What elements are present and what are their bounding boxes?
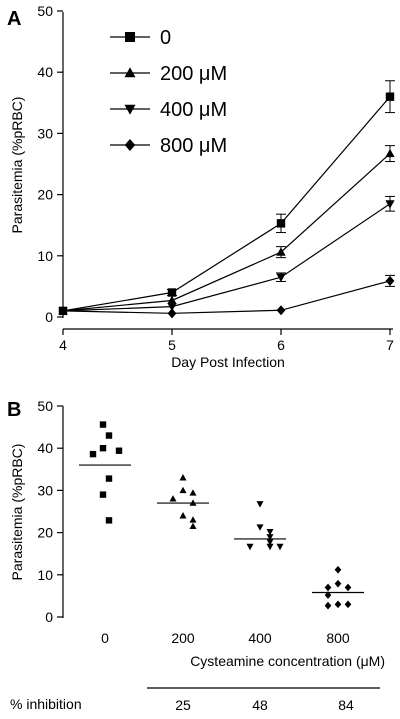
panel-b-y-tick-label: 50 xyxy=(37,398,53,414)
panel-b-point xyxy=(179,512,187,519)
panel-b-point xyxy=(115,447,123,454)
panel-b-point xyxy=(169,495,177,502)
panel-a-x-tick-label: 4 xyxy=(59,337,67,353)
panel-b: B Parasitemia (%pRBC) Cysteamine concent… xyxy=(7,398,385,713)
panel-a-legend: 0 200 μM 400 μM 800 μM xyxy=(110,27,227,157)
panel-a-x-tick-label: 7 xyxy=(386,337,394,353)
panel-b-point xyxy=(179,486,187,494)
panel-b-point xyxy=(189,499,197,506)
panel-b-point xyxy=(334,565,342,574)
panel-b-point xyxy=(99,445,107,452)
panel-b-point xyxy=(344,583,352,592)
panel-b-point xyxy=(99,421,107,428)
panel-b-point xyxy=(324,601,332,610)
panel-a-y-ticks: 0 10 20 30 40 50 xyxy=(37,3,63,325)
panel-a-y-tick-label: 10 xyxy=(37,248,53,264)
panel-b-point xyxy=(266,543,274,551)
legend-label: 200 μM xyxy=(160,63,227,85)
panel-b-point xyxy=(344,600,352,609)
panel-b-point xyxy=(266,539,274,546)
panel-b-x-tick-label: 400 xyxy=(248,630,272,646)
inhibition-value: 84 xyxy=(338,697,354,713)
legend-label: 0 xyxy=(160,27,171,49)
panel-b-point xyxy=(189,522,197,529)
panel-b-letter: B xyxy=(7,399,21,421)
panel-a-point xyxy=(276,247,286,256)
panel-b-point xyxy=(256,501,264,508)
legend-label: 400 μM xyxy=(160,99,227,121)
panel-a-point xyxy=(167,295,177,305)
panel-b-point xyxy=(99,491,107,498)
panel-a-point xyxy=(167,288,177,297)
panel-b-point xyxy=(189,516,197,523)
panel-b-point xyxy=(324,591,332,599)
panel-a-point xyxy=(58,305,68,316)
panel-a-point xyxy=(167,308,177,319)
panel-b-y-tick-label: 30 xyxy=(37,482,53,498)
panel-a-point xyxy=(276,219,286,228)
panel-a-x-tick-label: 6 xyxy=(277,337,285,353)
legend-marker xyxy=(124,139,136,151)
panel-b-inhibition-values: 25 48 84 xyxy=(175,697,354,713)
panel-b-point xyxy=(266,529,274,536)
panel-b-point xyxy=(105,475,113,482)
panel-a-y-label: Parasitemia (%pRBC) xyxy=(9,97,25,234)
panel-a-point xyxy=(385,200,395,209)
panel-a: A Parasitemia (%pRBC) Day Post Infection… xyxy=(7,3,395,370)
panel-b-y-tick-label: 40 xyxy=(37,440,53,456)
panel-b-point xyxy=(334,600,342,609)
panel-a-letter: A xyxy=(7,8,21,30)
panel-a-series xyxy=(58,80,395,319)
panel-a-point xyxy=(385,275,395,286)
panel-b-x-label: Cysteamine concentration (μM) xyxy=(190,653,385,669)
inhibition-label: % inhibition xyxy=(10,696,82,712)
legend-marker xyxy=(125,32,135,42)
panel-a-series-line xyxy=(62,153,391,312)
panel-a-series-line xyxy=(62,280,391,314)
panel-a-x-ticks: 4 5 6 7 xyxy=(59,329,394,353)
panel-b-y-ticks: 0 10 20 30 40 50 xyxy=(37,398,63,625)
panel-b-y-label: Parasitemia (%pRBC) xyxy=(9,444,25,581)
panel-b-point xyxy=(246,543,254,551)
legend-label: 800 μM xyxy=(160,135,227,157)
panel-b-x-tick-label: 800 xyxy=(326,630,350,646)
panel-b-point xyxy=(334,579,342,588)
panel-b-x-ticks: 0 200 400 800 xyxy=(101,630,350,646)
panel-b-y-tick-label: 10 xyxy=(37,567,53,583)
inhibition-value: 25 xyxy=(175,697,191,713)
panel-a-y-tick-label: 0 xyxy=(45,309,53,325)
panel-a-x-tick-label: 5 xyxy=(168,337,176,353)
panel-a-point xyxy=(276,273,286,283)
panel-a-y-tick-label: 40 xyxy=(37,64,53,80)
inhibition-value: 48 xyxy=(252,697,268,713)
panel-b-x-tick-label: 200 xyxy=(171,630,195,646)
panel-a-series-line xyxy=(62,203,391,312)
panel-a-point xyxy=(385,92,395,101)
panel-b-point xyxy=(189,489,197,496)
panel-b-point xyxy=(256,524,264,531)
panel-b-point xyxy=(105,517,113,524)
panel-a-y-tick-label: 50 xyxy=(37,3,53,19)
panel-a-point xyxy=(276,305,286,316)
panel-b-point xyxy=(276,543,284,551)
panel-b-point xyxy=(105,432,113,439)
panel-a-y-tick-label: 20 xyxy=(37,187,53,203)
panel-b-points xyxy=(79,421,364,610)
panel-a-y-tick-label: 30 xyxy=(37,125,53,141)
legend-marker xyxy=(124,104,136,115)
panel-b-y-tick-label: 20 xyxy=(37,525,53,541)
panel-b-y-tick-label: 0 xyxy=(45,609,53,625)
panel-a-point xyxy=(167,303,177,312)
panel-b-x-tick-label: 0 xyxy=(101,630,109,646)
panel-a-x-label: Day Post Infection xyxy=(171,354,285,370)
panel-b-point xyxy=(324,583,332,592)
panel-a-point xyxy=(385,148,395,158)
panel-a-series-line xyxy=(62,96,391,312)
panel-b-point xyxy=(89,450,97,458)
legend-marker xyxy=(124,67,136,78)
panel-b-point xyxy=(179,474,187,481)
panel-b-point xyxy=(266,534,274,541)
